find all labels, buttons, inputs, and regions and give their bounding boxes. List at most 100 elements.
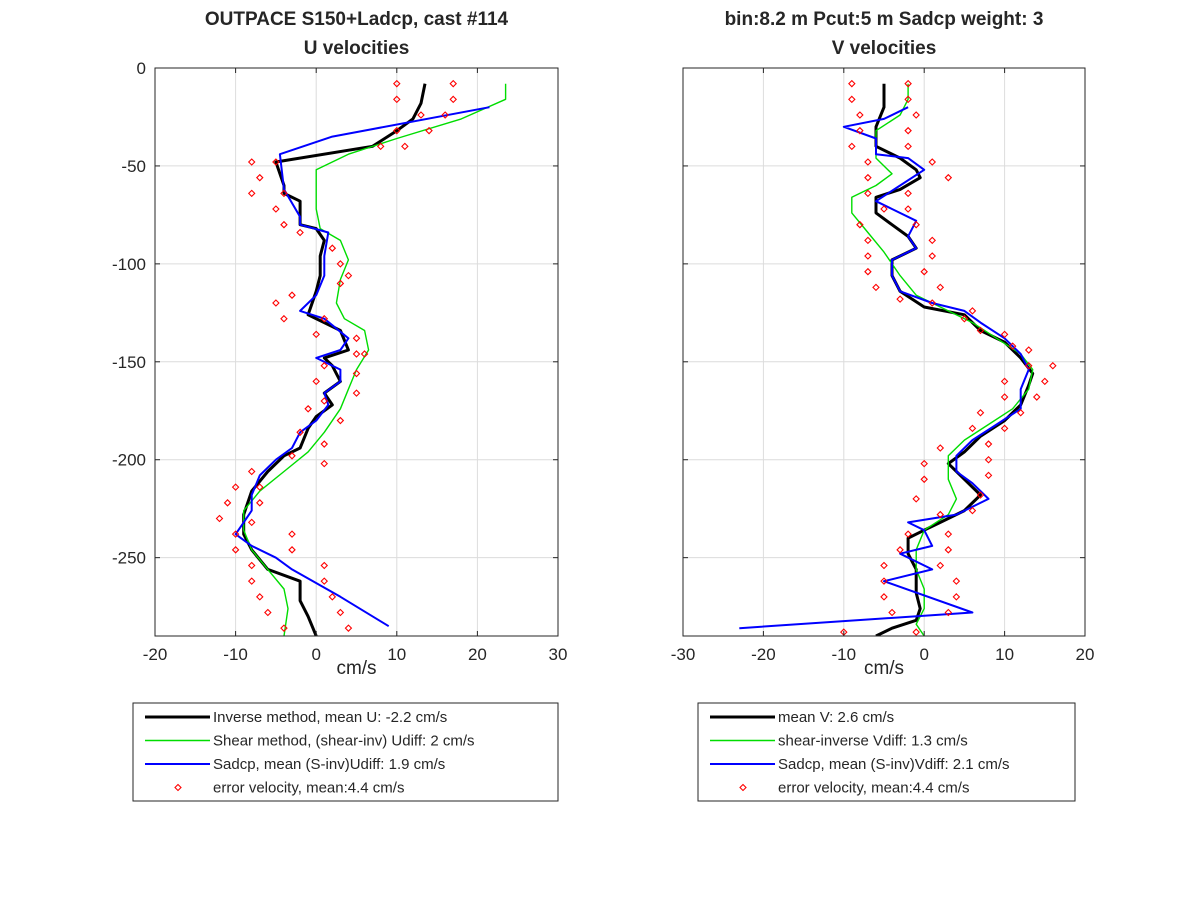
error-velocity-marker [1000,330,1009,339]
error-velocity-marker [920,267,928,276]
error-velocity-marker [441,111,449,119]
error-velocity-marker [912,495,920,503]
legend: Inverse method, mean U: -2.2 cm/s Shear m… [132,702,559,802]
error-velocity-marker [872,283,880,292]
error-velocity-marker [328,244,337,252]
error-velocity-marker [393,79,401,88]
error-velocity-marker [904,95,912,104]
error-velocity-marker [960,314,969,323]
error-velocity-marker [304,405,312,413]
error-velocity-marker [1041,377,1049,386]
error-velocity-marker [449,95,457,104]
error-velocity-marker [247,467,256,476]
error-velocity-marker [344,271,353,280]
legend-marker [739,783,747,792]
plot-data [739,79,1057,636]
error-velocity-marker [336,260,345,268]
error-velocity-marker [1032,393,1041,401]
series-line-2 [739,106,1030,630]
error-velocity-marker [880,205,888,213]
error-velocity-marker [920,459,928,468]
error-velocity-marker [401,142,409,151]
error-velocity-marker [352,350,361,358]
error-velocity-marker [288,452,296,460]
error-velocity-marker [848,79,856,88]
error-velocity-marker [320,361,329,370]
error-velocity-marker [280,220,288,229]
error-velocity-marker [449,79,457,88]
x-tick-label: 10 [995,645,1014,664]
error-velocity-marker [247,561,256,570]
legend-box [697,702,1076,802]
error-velocity-marker [976,326,985,335]
legend-entry-label: mean V: 2.6 cm/s [778,709,894,726]
chart-title: bin:8.2 m Pcut:5 m Sadcp weight: 3 [725,9,1044,30]
error-velocity-marker [288,291,296,299]
error-velocity-marker [864,252,872,260]
error-velocity-marker [904,79,912,88]
error-velocity-marker [280,624,288,632]
error-velocity-marker [272,205,280,213]
error-velocity-marker [280,189,288,198]
error-velocity-marker [968,506,977,515]
legend-entry-label: Shear method, (shear-inv) Udiff: 2 cm/s [213,733,475,750]
error-velocity-marker [904,142,912,151]
error-velocity-marker [393,95,401,104]
error-velocity-marker [280,314,288,323]
error-velocity-marker [264,608,272,617]
error-velocity-marker [864,236,872,245]
error-velocity-marker [320,459,329,468]
error-velocity-marker [247,577,256,585]
error-velocity-marker [904,126,912,135]
x-tick-label: 20 [1076,645,1095,664]
error-velocity-marker [247,518,256,527]
error-velocity-marker [936,444,945,452]
error-velocity-marker [272,158,280,166]
error-velocity-marker [976,408,985,417]
error-velocity-marker [880,561,888,570]
chart-subtitle: U velocities [304,38,410,59]
chart-title: OUTPACE S150+Ladcp, cast #114 [205,9,509,30]
error-velocity-marker [848,142,856,151]
error-velocity-marker [344,624,353,632]
legend: mean V: 2.6 cm/s shear-inverse Vdiff: 1.3… [697,702,1076,802]
legend-marker [174,783,182,792]
legend-entry-label: error velocity, mean:4.4 cm/s [213,780,404,797]
error-velocity-marker [296,228,304,237]
x-tick-label: -10 [223,645,248,664]
error-velocity-marker [880,593,888,601]
error-velocity-marker [880,577,888,585]
error-velocity-marker [231,483,240,491]
x-tick-label: 0 [919,645,928,664]
x-tick-label: -10 [832,645,857,664]
error-velocity-marker [360,350,369,358]
x-tick-label: -30 [671,645,696,664]
plot-area [683,68,1085,636]
error-velocity-marker [904,530,912,538]
error-velocity-marker [944,546,953,554]
error-velocity-marker [928,299,937,307]
error-velocity-marker [928,158,937,166]
error-velocity-marker [352,369,361,378]
error-velocity-marker [215,514,224,523]
error-velocity-marker [256,593,264,601]
error-velocity-marker [952,577,961,585]
error-velocity-marker [912,220,920,229]
error-velocity-marker [393,126,401,135]
error-velocity-marker [864,267,872,276]
y-tick-label: -50 [121,157,146,176]
axes-box [682,67,1086,637]
error-velocity-marker [912,111,920,119]
plot-data [215,79,507,636]
y-tick-label: -250 [112,549,146,568]
error-velocity-marker [856,220,864,229]
error-velocity-marker [336,279,345,288]
error-velocity-marker [936,561,945,570]
axes-box [154,67,559,637]
error-velocity-marker [928,252,937,260]
error-velocity-marker [288,546,296,554]
error-velocity-marker [272,299,280,307]
error-velocity-marker [296,428,304,437]
chart-panel-v: -30 -20 -10 0 10 20 bin:8.2 m Pcut:5 m Sadcp w… [671,9,1095,802]
